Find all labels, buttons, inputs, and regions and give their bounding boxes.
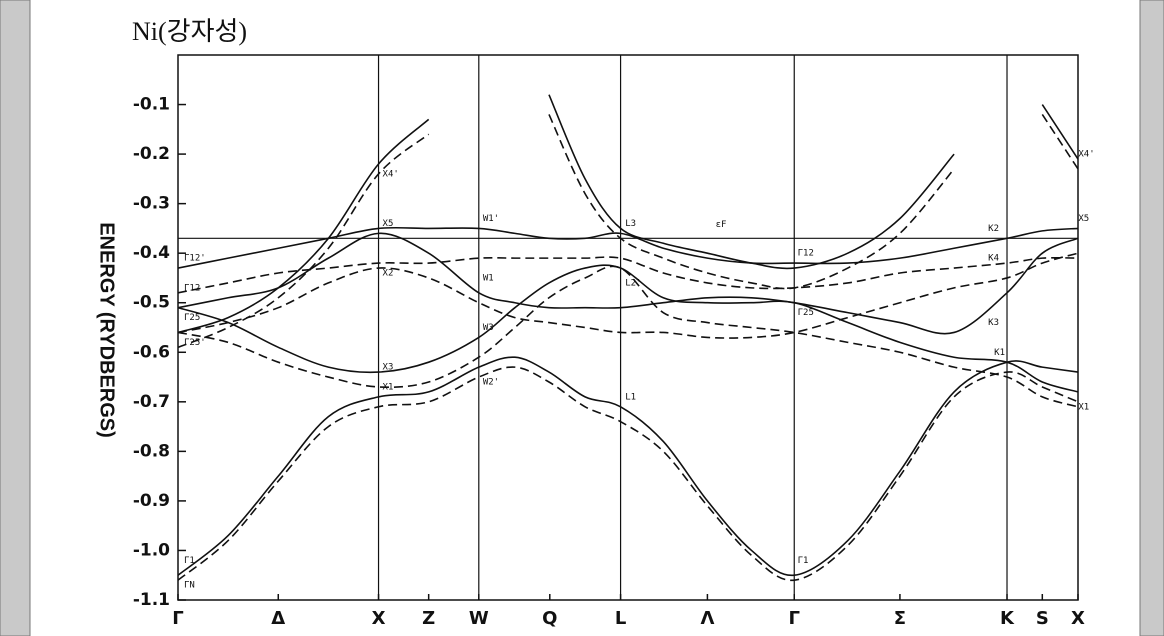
point-label: W2' [483, 378, 499, 388]
x-tick-label: L [615, 608, 626, 629]
point-label: X1 [1078, 402, 1089, 412]
x-tick-label: Γ [172, 608, 183, 629]
point-label: X3 [383, 363, 394, 373]
plot-frame [177, 54, 1079, 601]
point-label: X2 [383, 269, 394, 279]
point-label: ΓN [184, 581, 195, 591]
y-tick-label: -0.2 [133, 144, 170, 164]
point-label: Γ12 [798, 249, 814, 259]
point-label: Γ1 [184, 556, 195, 566]
y-tick-label: -0.5 [133, 293, 170, 313]
x-tick-label: Δ [271, 608, 285, 629]
point-label: X5 [1078, 214, 1089, 224]
x-tick-label: K [1000, 608, 1015, 629]
x-tick-label: Γ [789, 608, 800, 629]
y-tick-label: -0.4 [133, 243, 170, 263]
y-tick-label: -0.1 [133, 95, 170, 115]
x-tick-label: Σ [894, 608, 906, 629]
y-tick-label: -0.3 [133, 194, 170, 214]
band-line [178, 366, 1078, 581]
point-label: K1 [994, 348, 1005, 358]
point-label: L2' [625, 278, 641, 288]
point-label: L1 [625, 392, 636, 402]
point-label: X4' [383, 169, 399, 179]
side-bar [0, 0, 31, 636]
y-tick-label: -1.1 [133, 590, 170, 610]
bands [178, 94, 1078, 581]
point-label: X1 [383, 382, 394, 392]
fermi-label: εF [716, 220, 727, 230]
band-line [178, 356, 1078, 577]
point-label: Γ25 [798, 308, 814, 318]
x-tick-label: Q [542, 608, 557, 629]
y-tick-label: -0.6 [133, 342, 170, 362]
point-label: Γ12 [184, 283, 200, 293]
point-label: Γ12' [184, 254, 206, 264]
x-tick-label: X [1071, 608, 1085, 629]
point-label: W1' [483, 214, 499, 224]
point-label: Γ1 [798, 556, 809, 566]
band-line [178, 265, 1078, 408]
y-tick-label: -0.7 [133, 392, 170, 412]
point-label: Γ25 [184, 313, 200, 323]
band-line [178, 114, 1078, 349]
point-label: W1 [483, 273, 494, 283]
band-line [178, 94, 1078, 334]
x-tick-label: Z [422, 608, 435, 629]
y-tick-label: -0.9 [133, 491, 170, 511]
x-tick-label: W [469, 608, 489, 629]
side-bar [1139, 0, 1164, 636]
x-tick-label: X [372, 608, 386, 629]
x-tick-label: Λ [700, 608, 714, 629]
point-label: K4 [988, 254, 999, 264]
point-label: K3 [988, 318, 999, 328]
y-tick-label: -1.0 [133, 540, 170, 560]
point-label: Γ25' [184, 338, 206, 348]
point-label: X5 [383, 219, 394, 229]
x-tick-label: S [1036, 608, 1049, 629]
point-label: K2 [988, 224, 999, 234]
y-axis-label: ENERGY (RYDBERGS) [96, 222, 118, 438]
point-label: W3 [483, 323, 494, 333]
point-label: X4' [1078, 150, 1094, 160]
point-label: L3 [625, 219, 636, 229]
y-tick-label: -0.8 [133, 441, 170, 461]
chart-title: Ni(강자성) [132, 17, 247, 46]
